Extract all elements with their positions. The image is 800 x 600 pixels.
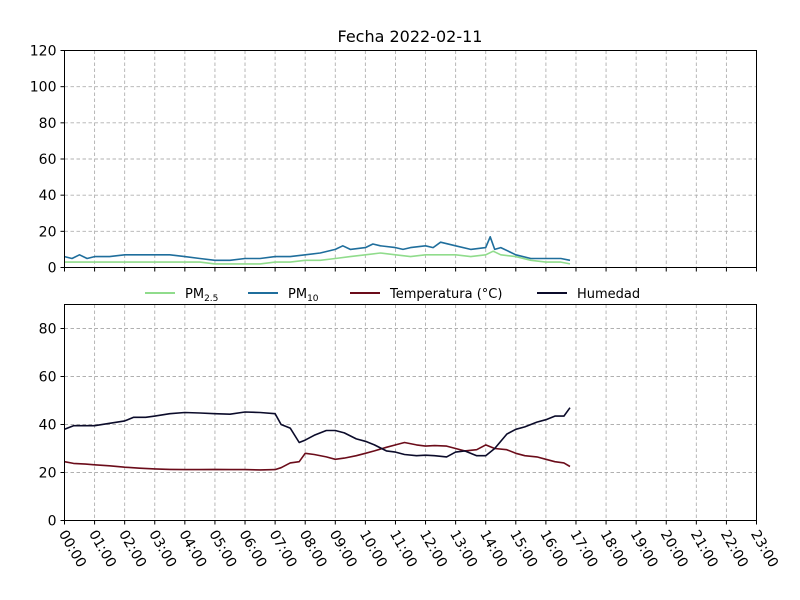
top-series-group <box>64 236 571 265</box>
x-tick-label: 21:00 <box>687 528 721 571</box>
bottom-y-tick-label: 40 <box>39 418 57 434</box>
bottom-y-tick-label: 20 <box>39 466 57 482</box>
legend-label: PM10 <box>288 287 319 304</box>
x-tick-label: 15:00 <box>506 528 540 571</box>
x-tick-label: 18:00 <box>597 528 631 571</box>
top-panel: 0 20 40 60 80 100 120 <box>30 44 757 277</box>
chart-title: Fecha 2022-02-11 <box>338 27 483 46</box>
x-tick-label: 05:00 <box>205 528 239 571</box>
legend-label: PM2.5 <box>185 287 218 304</box>
x-tick-label: 02:00 <box>115 528 149 571</box>
legend: PM2.5 PM10 Temperatura (°C) Humedad <box>145 287 640 304</box>
series-line-pm10 <box>64 236 571 262</box>
x-tick-label: 22:00 <box>717 528 751 571</box>
bottom-plot-frame <box>64 304 757 521</box>
x-tick-label: 20:00 <box>657 528 691 571</box>
bottom-y-tick-label: 60 <box>39 370 57 386</box>
x-tick-label: 01:00 <box>85 528 119 571</box>
x-tick-label: 12:00 <box>416 528 450 571</box>
x-tick-label: 03:00 <box>145 528 179 571</box>
x-tick-label: 04:00 <box>175 528 209 571</box>
top-y-tick-label: 0 <box>48 261 57 277</box>
top-y-tick-label: 120 <box>30 44 57 60</box>
x-tick-label: 09:00 <box>326 528 360 571</box>
bottom-grid <box>64 304 757 521</box>
x-tick-label: 08:00 <box>296 528 330 571</box>
series-line-pm2-5 <box>64 250 571 265</box>
bottom-y-tick-label: 0 <box>48 514 57 530</box>
bottom-y-axis: 0 20 40 60 80 <box>39 322 65 530</box>
top-y-tick-label: 100 <box>30 80 57 96</box>
top-y-tick-label: 20 <box>39 224 57 240</box>
series-line-temperatura-c- <box>64 441 571 471</box>
x-tick-label: 07:00 <box>266 528 300 571</box>
bottom-series-group <box>64 407 571 471</box>
top-y-tick-label: 40 <box>39 188 57 204</box>
bottom-x-axis: 00:0001:0002:0003:0004:0005:0006:0007:00… <box>55 520 781 571</box>
x-tick-label: 00:00 <box>55 528 89 571</box>
top-grid <box>64 50 757 268</box>
x-tick-label: 19:00 <box>627 528 661 571</box>
top-x-axis-ticks <box>64 267 757 272</box>
x-tick-label: 14:00 <box>476 528 510 571</box>
series-line-humedad <box>64 407 571 458</box>
top-y-tick-label: 60 <box>39 152 57 168</box>
x-tick-label: 06:00 <box>236 528 270 571</box>
bottom-panel: 0 20 40 60 80 00:0001:0002:0003:0004:0005:00… <box>39 304 781 571</box>
x-tick-label: 23:00 <box>747 528 781 571</box>
legend-label: Humedad <box>577 287 640 302</box>
x-tick-label: 10:00 <box>356 528 390 571</box>
x-tick-label: 16:00 <box>536 528 570 571</box>
x-tick-label: 17:00 <box>567 528 601 571</box>
x-tick-label: 13:00 <box>446 528 480 571</box>
bottom-y-tick-label: 80 <box>39 322 57 338</box>
top-y-tick-label: 80 <box>39 116 57 132</box>
top-y-axis: 0 20 40 60 80 100 120 <box>30 44 65 277</box>
x-tick-label: 11:00 <box>386 528 420 571</box>
legend-label: Temperatura (°C) <box>389 287 502 302</box>
